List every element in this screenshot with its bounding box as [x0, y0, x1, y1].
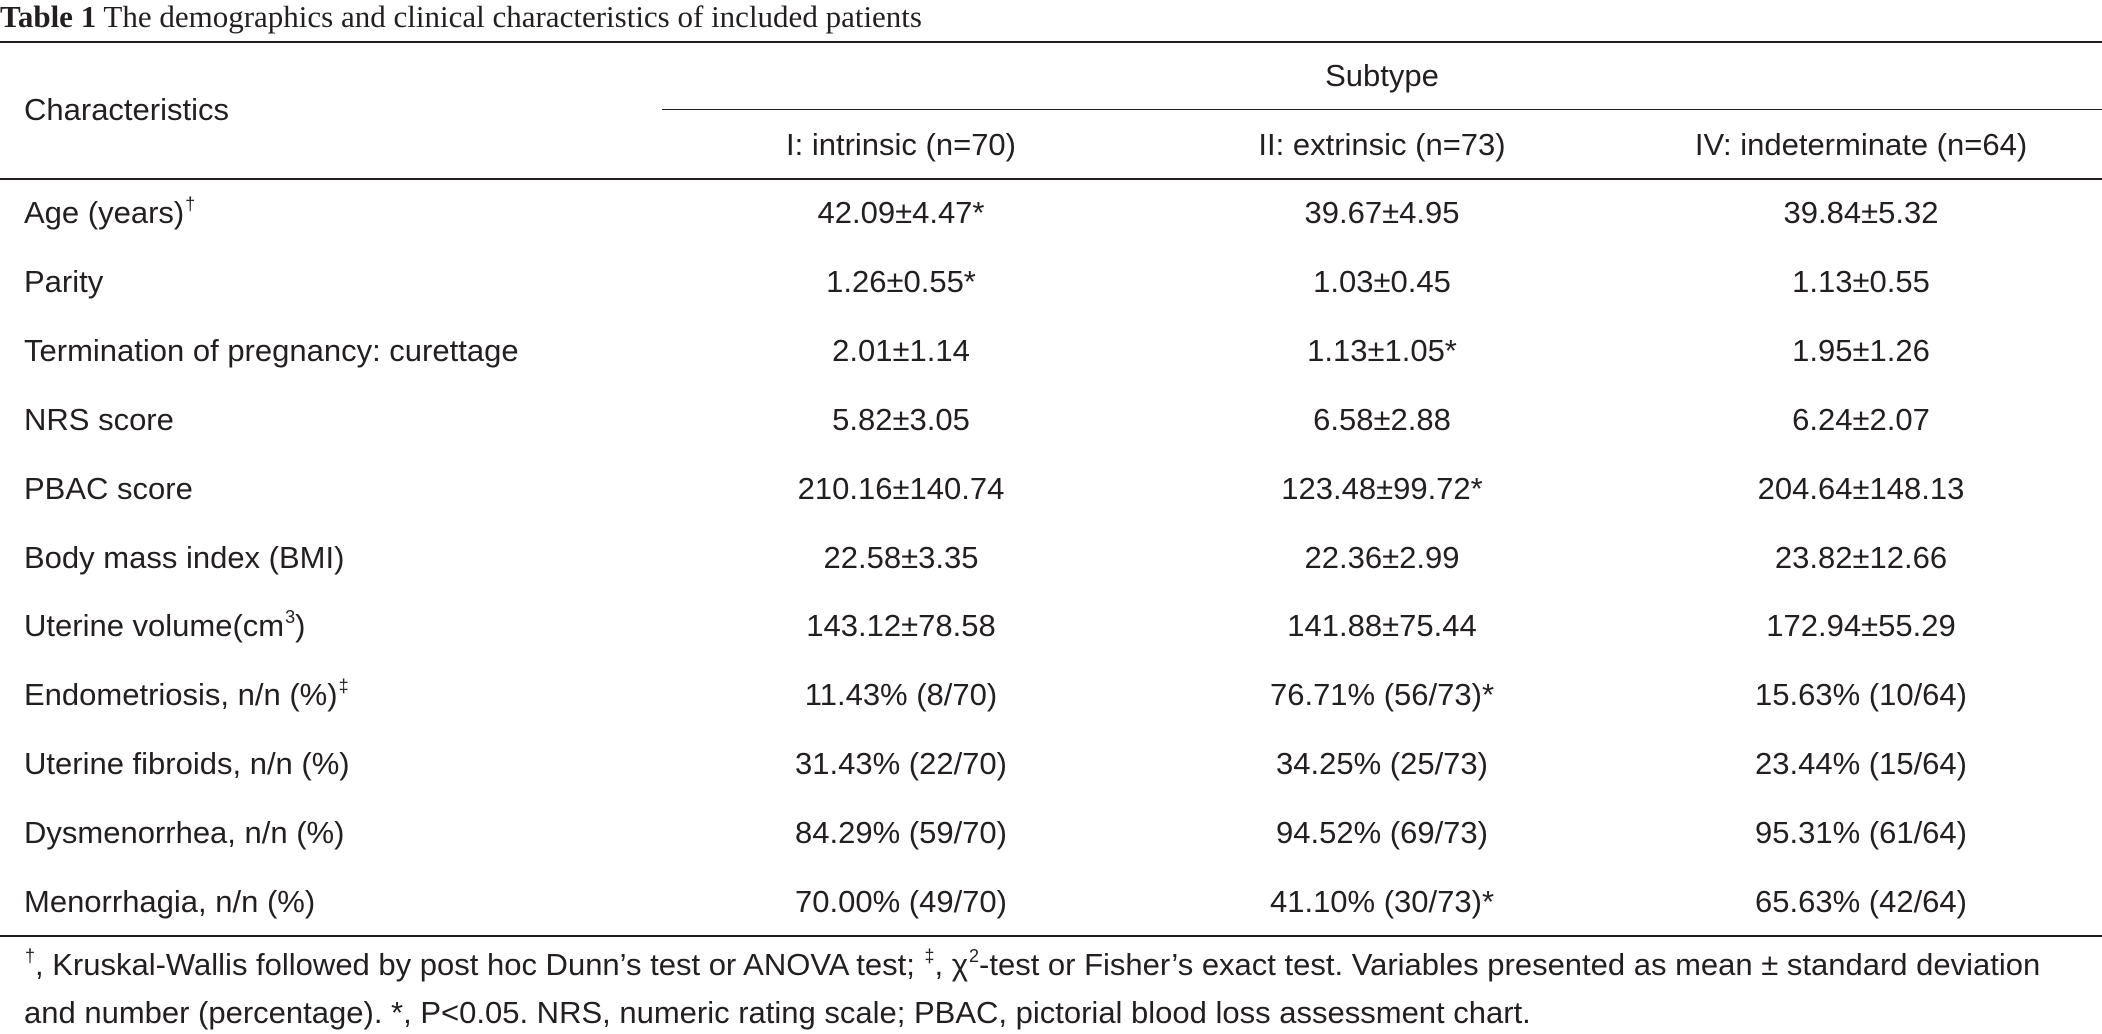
double-dagger-mark: ‡: [924, 946, 935, 966]
table-caption: Table 1 The demographics and clinical ch…: [0, 0, 922, 34]
row-label-superscript: ‡: [338, 676, 349, 697]
header-subtype: Subtype: [1325, 58, 1439, 93]
row-label: NRS score: [24, 402, 174, 438]
table-cell: 6.58±2.88: [1313, 401, 1451, 437]
row-label: Dysmenorrhea, n/n (%): [24, 815, 344, 851]
table-cell: 15.63% (10/64): [1755, 677, 1967, 713]
table-cell: 172.94±55.29: [1766, 608, 1956, 644]
row-label-text: Parity: [24, 263, 104, 299]
table-footnote: †, Kruskal-Wallis followed by post hoc D…: [24, 943, 2094, 1034]
table-title: The demographics and clinical characteri…: [96, 0, 922, 34]
row-label: PBAC score: [24, 471, 193, 507]
footnote-text: -test or Fisher’s exact test. Variables …: [24, 947, 2041, 1030]
table-cell: 11.43% (8/70): [804, 677, 998, 713]
table-cell: 2.01±1.14: [832, 332, 970, 368]
header-rule: [0, 178, 2102, 180]
table-cell: 95.31% (61/64): [1755, 815, 1967, 851]
table-cell: 1.13±0.55: [1792, 263, 1930, 299]
row-label: Termination of pregnancy: curettage: [24, 333, 519, 369]
table-cell: 1.26±0.55*: [826, 263, 976, 299]
table-cell: 5.82±3.05: [832, 401, 970, 437]
table-cell: 6.24±2.07: [1792, 401, 1930, 437]
table-cell: 41.10% (30/73)*: [1269, 884, 1495, 919]
header-column: II: extrinsic (n=73): [1258, 127, 1506, 162]
table-cell: 1.95±1.26: [1792, 332, 1930, 368]
row-label: Parity: [24, 264, 103, 300]
row-label-text: Uterine fibroids, n/n (%): [24, 746, 350, 782]
table-cell: 84.29% (59/70): [795, 815, 1007, 851]
row-label-superscript: 3: [285, 607, 296, 628]
table-cell: 23.82±12.66: [1774, 539, 1948, 575]
table-cell: 123.48±99.72*: [1281, 470, 1483, 506]
table-cell: 39.84±5.32: [1783, 195, 1939, 230]
subtype-rule: [662, 109, 2102, 110]
table-cell: 70.00% (49/70): [795, 884, 1007, 919]
table-cell: 34.25% (25/73): [1276, 746, 1488, 782]
footnote-text: , χ: [934, 947, 969, 982]
row-label: Uterine volume(cm3): [24, 607, 306, 644]
table-cell: 22.58±3.35: [823, 539, 979, 575]
table-cell: 1.13±1.05*: [1307, 332, 1457, 368]
table-cell: 204.64±148.13: [1757, 470, 1965, 506]
row-label-text: Dysmenorrhea, n/n (%): [24, 815, 345, 851]
row-label-text: Uterine volume(cm: [24, 608, 285, 644]
dagger-mark: †: [25, 946, 36, 966]
row-label-suffix: ): [295, 608, 306, 644]
table-cell: 39.67±4.95: [1304, 195, 1460, 230]
row-label-text: Body mass index (BMI): [24, 539, 345, 575]
table-label: Table 1: [0, 0, 97, 34]
table-cell: 22.36±2.99: [1304, 539, 1460, 575]
table-cell: 141.88±75.44: [1287, 608, 1477, 644]
chi-square-superscript: 2: [969, 946, 980, 966]
table-cell: 94.52% (69/73): [1276, 815, 1488, 851]
row-label: Menorrhagia, n/n (%): [24, 884, 315, 920]
row-label-text: Endometriosis, n/n (%): [24, 677, 338, 713]
table-cell: 42.09±4.47*: [817, 195, 985, 230]
body-end-rule: [0, 935, 2102, 937]
footnote-text: , Kruskal-Wallis followed by post hoc Du…: [35, 947, 924, 982]
table-cell: 143.12±78.58: [806, 608, 996, 644]
row-label: Age (years)†: [24, 194, 196, 231]
row-label-text: Menorrhagia, n/n (%): [24, 884, 316, 919]
table-cell: 210.16±140.74: [797, 470, 1005, 506]
table-cell: 76.71% (56/73)*: [1269, 677, 1495, 713]
table-cell: 31.43% (22/70): [795, 746, 1007, 782]
row-label-text: Age (years): [24, 195, 185, 230]
row-label: Uterine fibroids, n/n (%): [24, 746, 350, 782]
table-cell: 23.44% (15/64): [1755, 746, 1967, 782]
table-cell: 65.63% (42/64): [1755, 884, 1967, 919]
header-characteristics: Characteristics: [24, 92, 229, 127]
row-label: Endometriosis, n/n (%)‡: [24, 676, 349, 713]
row-label-text: NRS score: [24, 401, 174, 437]
header-column: I: intrinsic (n=70): [785, 127, 1017, 162]
header-column: IV: indeterminate (n=64): [1694, 127, 2028, 162]
row-label-superscript: †: [185, 194, 196, 214]
row-label: Body mass index (BMI): [24, 540, 344, 576]
table-cell: 1.03±0.45: [1313, 263, 1451, 299]
top-rule: [0, 41, 2102, 43]
row-label-text: PBAC score: [24, 470, 193, 506]
row-label-text: Termination of pregnancy: curettage: [24, 332, 519, 368]
